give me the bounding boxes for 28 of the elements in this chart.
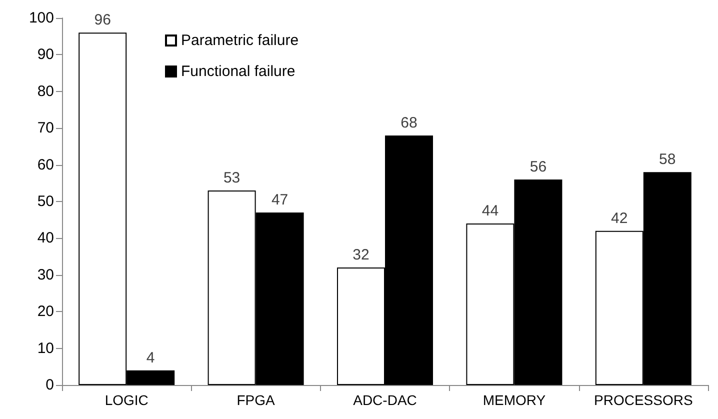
y-tick-label: 0 bbox=[46, 376, 54, 394]
legend-label: Parametric failure bbox=[181, 32, 299, 49]
y-tick-label: 80 bbox=[37, 82, 54, 100]
data-label: 96 bbox=[94, 12, 111, 29]
x-tick-label: ADC-DAC bbox=[353, 392, 417, 408]
data-label: 4 bbox=[146, 349, 155, 366]
y-tick-label: 100 bbox=[28, 10, 54, 26]
data-label: 32 bbox=[352, 246, 370, 264]
y-tick-label: 50 bbox=[37, 193, 54, 210]
data-label: 56 bbox=[530, 158, 547, 176]
data-label: 58 bbox=[659, 151, 676, 168]
y-tick-label: 60 bbox=[37, 156, 54, 174]
x-tick-label: FPGA bbox=[236, 392, 276, 408]
x-tick-label: MEMORY bbox=[482, 392, 546, 408]
x-tick-label: PROCESSORS bbox=[594, 392, 693, 408]
legend-label: Functional failure bbox=[181, 63, 296, 80]
y-tick-label: 20 bbox=[37, 303, 54, 320]
y-tick-label: 90 bbox=[37, 46, 54, 64]
y-tick-label: 30 bbox=[37, 266, 54, 284]
data-label: 68 bbox=[400, 114, 418, 132]
y-tick-label: 10 bbox=[37, 340, 54, 357]
x-tick-label: LOGIC bbox=[104, 392, 148, 408]
data-label: 42 bbox=[611, 210, 628, 227]
data-label: 44 bbox=[482, 202, 499, 220]
y-tick-label: 70 bbox=[37, 120, 54, 137]
y-tick-label: 40 bbox=[37, 230, 54, 247]
data-label: 47 bbox=[271, 192, 288, 209]
data-label: 53 bbox=[223, 169, 240, 186]
